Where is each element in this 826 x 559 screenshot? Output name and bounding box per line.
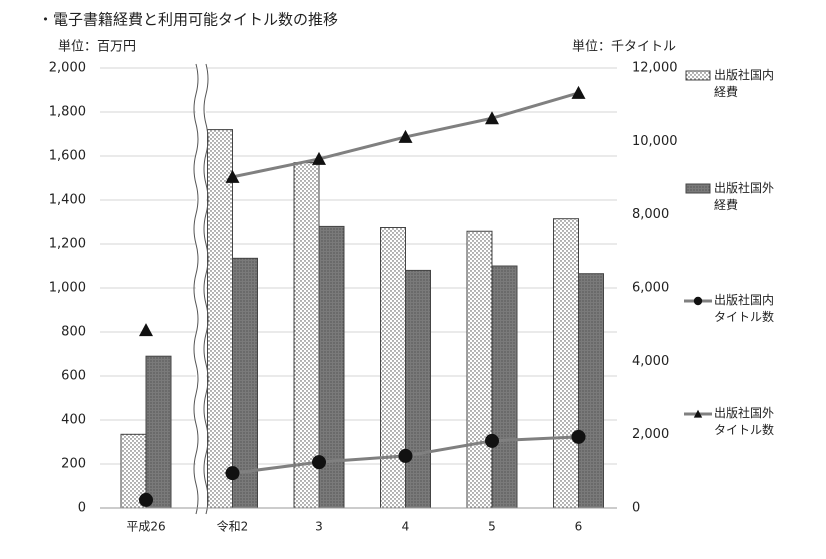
line-segment xyxy=(491,91,579,120)
y-tick-label: 1,400 xyxy=(49,193,86,208)
y-tick-label: 200 xyxy=(61,457,86,472)
line-segment xyxy=(232,157,320,179)
marker xyxy=(398,129,413,143)
bar xyxy=(145,355,172,509)
marker xyxy=(312,455,326,470)
bar xyxy=(207,129,233,509)
bar xyxy=(578,273,604,509)
marker xyxy=(485,433,499,448)
chart-title: ・電子書籍経費と利用可能タイトル数の推移 xyxy=(38,11,338,29)
x-tick-label: 3 xyxy=(315,520,323,534)
axis-break-gap xyxy=(196,64,206,514)
line-segment xyxy=(318,454,406,464)
y2-tick-label: 12,000 xyxy=(632,61,678,76)
y2-tick-label: 6,000 xyxy=(632,281,669,296)
marker xyxy=(139,492,153,507)
y-tick-label: 0 xyxy=(78,501,86,516)
line-segment xyxy=(232,460,320,475)
y-tick-label: 1,600 xyxy=(49,149,86,164)
legend-label: 出版社国内経費 xyxy=(714,68,775,99)
bar xyxy=(553,218,579,509)
y-tick-label: 400 xyxy=(61,413,86,428)
y2-tick-label: 0 xyxy=(632,501,640,516)
bar xyxy=(491,265,518,509)
marker xyxy=(312,151,326,165)
y2-tick-label: 4,000 xyxy=(632,354,669,369)
marker xyxy=(693,296,703,306)
marker xyxy=(139,323,153,337)
y-tick-label: 600 xyxy=(61,369,86,384)
x-tick-label: 5 xyxy=(488,520,496,534)
marker xyxy=(571,85,586,99)
y2-tick-label: 2,000 xyxy=(632,427,669,442)
x-tick-label: 令和2 xyxy=(217,519,249,534)
y-tick-label: 1,200 xyxy=(49,237,86,252)
line-segment xyxy=(318,135,406,161)
axis-break xyxy=(203,63,209,515)
bar xyxy=(405,269,431,509)
y-tick-label: 2,000 xyxy=(49,61,86,76)
legend-swatch xyxy=(685,70,711,81)
marker xyxy=(398,448,413,463)
x-tick-label: 6 xyxy=(575,520,583,534)
legend-label: 出版社国外タイトル数 xyxy=(714,406,775,437)
y2-tick-label: 8,000 xyxy=(632,207,669,222)
legend-label: 出版社国外経費 xyxy=(714,181,775,212)
x-tick-label: 平成26 xyxy=(126,520,165,534)
marker xyxy=(485,111,499,125)
y-tick-label: 1,800 xyxy=(49,105,86,120)
x-tick-label: 4 xyxy=(402,520,410,534)
y-axis-title: 単位：百万円 xyxy=(58,39,136,55)
marker xyxy=(693,409,703,418)
line-segment xyxy=(491,435,579,443)
marker xyxy=(225,169,240,183)
y2-axis-title: 単位：千タイトル xyxy=(572,39,676,55)
bar xyxy=(232,257,258,509)
y-tick-label: 1,000 xyxy=(49,281,86,296)
y2-tick-label: 10,000 xyxy=(632,134,678,149)
bar xyxy=(466,230,493,509)
axis-break xyxy=(193,63,199,515)
line-segment xyxy=(405,116,493,139)
bar xyxy=(380,227,406,509)
legend-swatch xyxy=(685,183,711,194)
marker xyxy=(571,429,586,444)
marker xyxy=(225,466,240,481)
line-segment xyxy=(405,439,493,458)
y-tick-label: 800 xyxy=(61,325,86,340)
bar xyxy=(293,162,320,509)
legend-label: 出版社国内タイトル数 xyxy=(714,293,775,324)
